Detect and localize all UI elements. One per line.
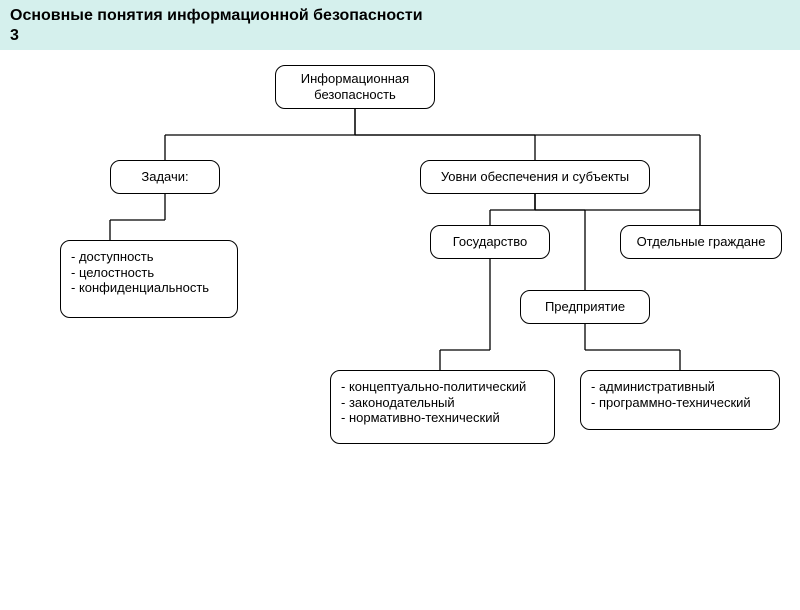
- node-enterprise: Предприятие: [520, 290, 650, 324]
- node-citizens: Отдельные граждане: [620, 225, 782, 259]
- node-label: - доступность - целостность - конфиденци…: [71, 249, 209, 296]
- connectors-layer: [0, 50, 800, 610]
- node-label: Государство: [453, 234, 527, 250]
- node-root: Информационная безопасность: [275, 65, 435, 109]
- node-tasklist: - доступность - целостность - конфиденци…: [60, 240, 238, 318]
- title-line1: Основные понятия информационной безопасн…: [10, 6, 790, 26]
- node-label: - административный - программно-техничес…: [591, 379, 751, 410]
- node-label: Отдельные граждане: [637, 234, 766, 250]
- node-state: Государство: [430, 225, 550, 259]
- node-label: Уовни обеспечения и субъекты: [441, 169, 629, 185]
- node-statelist: - концептуально-политический - законодат…: [330, 370, 555, 444]
- title-bar: Основные понятия информационной безопасн…: [0, 0, 800, 50]
- node-label: Информационная безопасность: [282, 71, 428, 102]
- node-entlist: - административный - программно-техничес…: [580, 370, 780, 430]
- node-label: Задачи:: [141, 169, 188, 185]
- diagram-canvas: Информационная безопасность Задачи: Уовни …: [0, 50, 800, 610]
- title-line2: 3: [10, 26, 790, 46]
- node-levels: Уовни обеспечения и субъекты: [420, 160, 650, 194]
- node-label: Предприятие: [545, 299, 625, 315]
- node-tasks: Задачи:: [110, 160, 220, 194]
- node-label: - концептуально-политический - законодат…: [341, 379, 526, 426]
